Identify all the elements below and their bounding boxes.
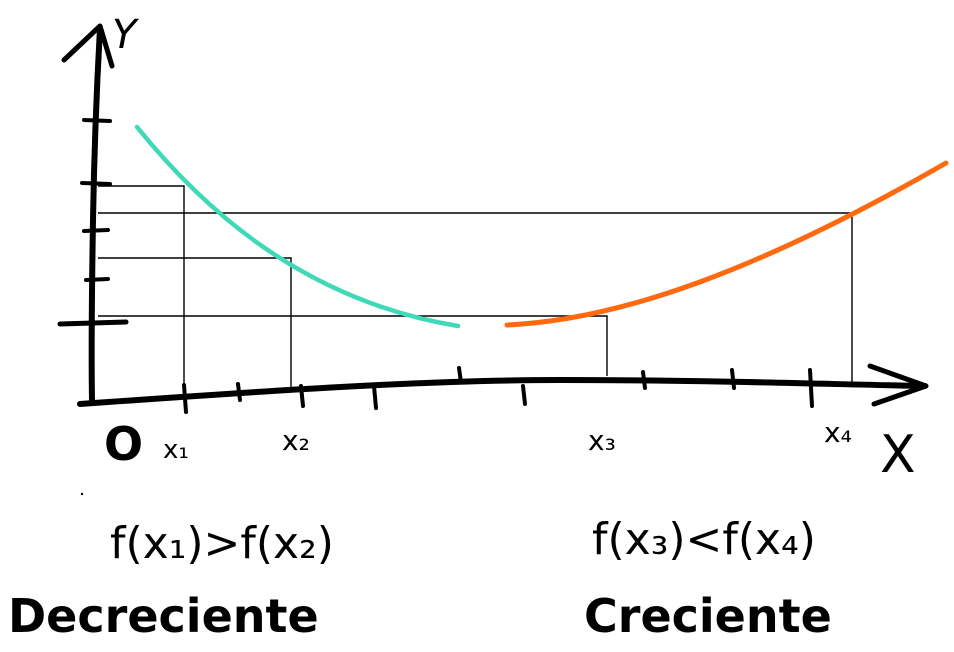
x-tick: [457, 366, 463, 384]
decreasing-curve: [134, 124, 461, 329]
x-axis-arrowhead: [867, 363, 929, 407]
tick-label-x3: x₃: [588, 424, 616, 457]
x-tick: [299, 384, 305, 408]
y-axis-label: Y: [112, 12, 140, 58]
y-tick: [82, 228, 110, 233]
tick-label-x2: x₂: [282, 424, 310, 457]
right-word: Creciente: [584, 589, 832, 643]
tick-label-x4: x₄: [824, 416, 852, 449]
guide-x1: [98, 185, 185, 388]
guide-x3: [98, 315, 608, 376]
y-tick: [82, 118, 112, 123]
x-axis-label: X: [880, 425, 916, 485]
guide-x4: [98, 212, 853, 382]
x-tick: [372, 384, 378, 410]
x-tick: [730, 368, 736, 390]
tick-label-x1: x₁: [163, 435, 189, 465]
y-axis-arrowhead: [61, 23, 115, 69]
guide-lines: [98, 185, 853, 388]
guide-x2: [98, 257, 292, 388]
x-tick: [182, 383, 188, 414]
y-axis: [88, 25, 103, 403]
x-tick: [808, 368, 814, 408]
x-axis: [77, 377, 928, 407]
left-inequality: f(x₁)>f(x₂): [110, 518, 334, 569]
x-tick: [236, 382, 242, 402]
x-tick: [641, 370, 647, 390]
left-word: Decreciente: [8, 589, 319, 643]
y-tick: [84, 277, 110, 282]
y-tick: [80, 181, 112, 186]
right-inequality: f(x₃)<f(x₄): [592, 514, 816, 565]
y-tick: [57, 319, 129, 327]
origin-label: O: [104, 417, 143, 471]
x-tick: [521, 384, 527, 406]
increasing-curve: [504, 160, 949, 328]
stray-dot: [80, 492, 84, 496]
